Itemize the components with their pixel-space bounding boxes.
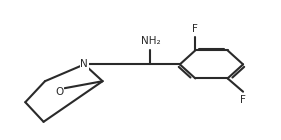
Text: NH₂: NH₂	[140, 36, 160, 46]
Text: N: N	[80, 59, 88, 69]
Text: F: F	[192, 24, 198, 34]
Text: O: O	[55, 87, 63, 97]
Text: F: F	[240, 95, 246, 105]
